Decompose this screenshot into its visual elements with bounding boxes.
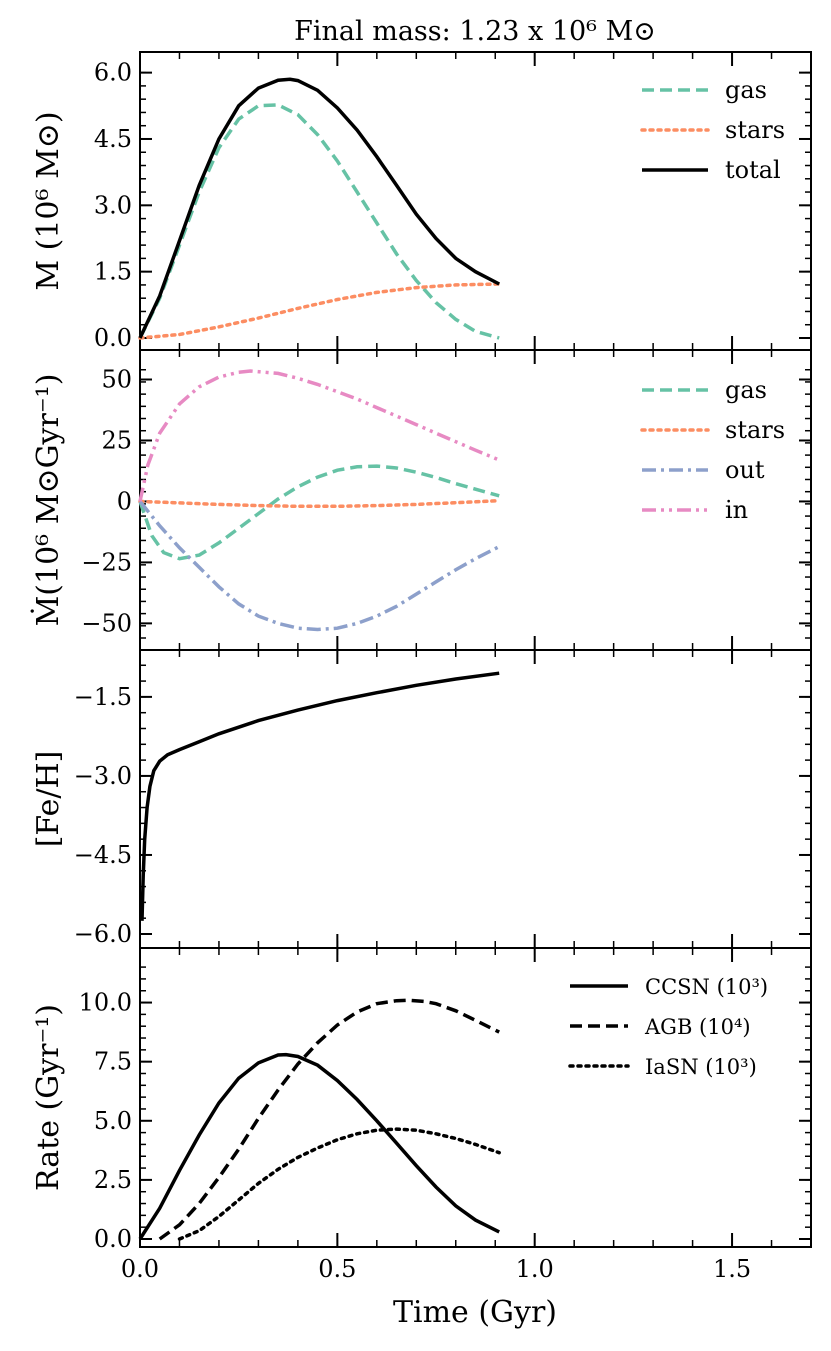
legend-label: CCSN (10³): [645, 975, 768, 999]
legend-label: stars: [725, 416, 785, 444]
legend-label: out: [725, 456, 765, 484]
x-tick-label: 0.5: [318, 1255, 356, 1283]
panel-feh: −6.0 −4.5 −3.0 −1.5 [Fe/H]: [31, 649, 812, 949]
series-line-sn-rates-2: [177, 1127, 501, 1241]
legend-label: IaSN (10³): [645, 1055, 757, 1079]
y-tick-label: 6.0: [94, 59, 132, 87]
figure-title: Final mass: 1.23 x 10⁶ M⊙: [294, 16, 656, 47]
axes-frame-feh: [139, 649, 812, 949]
y-tick-label: −50: [81, 609, 132, 637]
panel-mass: 0.0 1.5 3.0 4.5 6.0 M (10⁶ M⊙) gas stars total: [31, 51, 812, 352]
legend-label: gas: [725, 76, 767, 104]
y-tick-label: 0.0: [94, 324, 132, 352]
legend-label: gas: [725, 376, 767, 404]
y-tick-label: 3.0: [94, 191, 132, 219]
series-line-sn-rates-0: [138, 1052, 500, 1240]
axes-frame-mass: [139, 51, 812, 351]
y-tick-label: 10.0: [79, 989, 132, 1017]
panel-rates: −50 −25 0 25 50 Ṁ(10⁶ M⊙Gyr⁻¹) gas stars out in: [30, 349, 812, 651]
y-tick-label: 4.5: [94, 125, 132, 153]
series-line-rates-1: [138, 498, 501, 509]
series-line-mass-2: [138, 77, 501, 339]
legend-label: AGB (10⁴): [644, 1015, 751, 1039]
x-tick-label: 1.5: [713, 1255, 751, 1283]
series-line-rates-2: [138, 500, 500, 632]
y-tick-label: 7.5: [94, 1048, 132, 1076]
y-tick-label: −4.5: [74, 841, 132, 869]
series-line-sn-rates-1: [158, 998, 500, 1241]
y-tick-label: −3.0: [74, 762, 132, 790]
panel-sn-rates: 0.0 2.5 5.0 7.5 10.0 0.0 0.5 1.0 1.5 Rate (Gyr⁻¹)…: [31, 947, 812, 1283]
y-tick-label: −1.5: [74, 683, 132, 711]
y-tick-label: −6.0: [74, 920, 132, 948]
y-axis-label-feh: [Fe/H]: [31, 751, 66, 848]
series-line-rates-0: [138, 464, 500, 561]
legend-label: in: [725, 496, 748, 524]
y-tick-label: 1.5: [94, 258, 132, 286]
y-axis-label-mass: M (10⁶ M⊙): [31, 111, 66, 290]
y-tick-label: 0.0: [94, 1225, 132, 1253]
series-line-mass-0: [138, 103, 500, 340]
y-tick-label: −25: [81, 548, 132, 576]
series-line-mass-1: [138, 282, 501, 340]
y-tick-label: 25: [101, 426, 132, 454]
series-line-rates-3: [138, 369, 500, 502]
y-tick-label: 50: [101, 366, 132, 394]
y-tick-label: 2.5: [94, 1166, 132, 1194]
y-axis-label-sn-rates: Rate (Gyr⁻¹): [31, 1004, 66, 1191]
x-tick-label: 1.0: [516, 1255, 554, 1283]
y-tick-label: 5.0: [94, 1107, 132, 1135]
y-axis-label-rates: Ṁ(10⁶ M⊙Gyr⁻¹): [30, 374, 66, 627]
y-tick-label: 0: [117, 487, 132, 515]
legend-label: stars: [725, 116, 785, 144]
series-line-feh-0: [140, 671, 500, 921]
x-tick-label: 0.0: [121, 1255, 159, 1283]
x-axis-label: Time (Gyr): [393, 1295, 557, 1330]
legend-label: total: [725, 156, 781, 184]
